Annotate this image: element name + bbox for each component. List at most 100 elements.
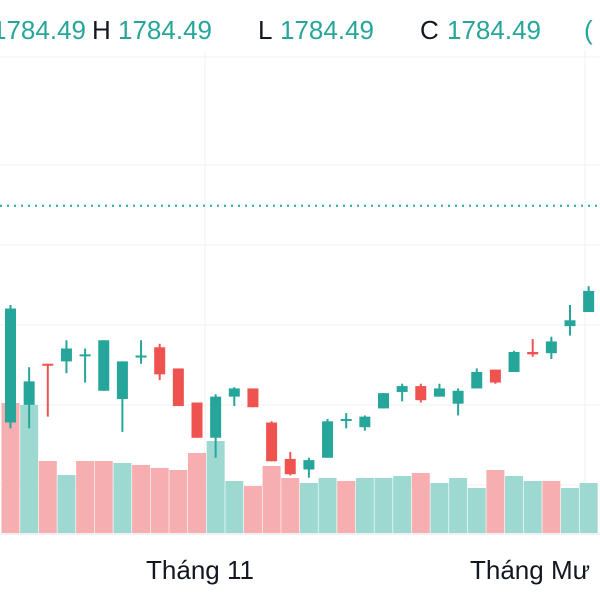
- volume-bar: [281, 478, 300, 533]
- legend-trailing-text: (: [584, 15, 593, 45]
- volume-bar: [94, 461, 113, 533]
- candle-body: [79, 354, 91, 357]
- candle[interactable]: [489, 369, 501, 384]
- legend-close-value: 1784.49: [447, 15, 541, 45]
- legend-high-value: 1784.49: [118, 15, 212, 45]
- candle-body: [396, 386, 408, 392]
- volume-bar: [132, 465, 151, 533]
- candle[interactable]: [172, 368, 184, 407]
- volume-bar: [449, 478, 468, 533]
- volume-bar: [430, 483, 449, 533]
- candle[interactable]: [79, 348, 91, 383]
- candle[interactable]: [433, 383, 445, 397]
- candle-body: [489, 369, 501, 383]
- legend-close-label: C: [420, 15, 439, 45]
- candle-body: [508, 352, 520, 372]
- volume-bar: [411, 473, 430, 533]
- volume-bar: [38, 461, 57, 533]
- volume-bar: [20, 405, 39, 533]
- candle[interactable]: [340, 413, 352, 429]
- candle-body: [415, 386, 427, 401]
- candle[interactable]: [116, 361, 128, 432]
- candle-body: [583, 290, 595, 313]
- volume-bar: [169, 470, 188, 533]
- candle-body: [266, 422, 278, 462]
- candle-body: [545, 341, 557, 354]
- volume-bar: [225, 481, 244, 533]
- grid: [0, 50, 600, 533]
- legend-high-label: H: [92, 15, 111, 45]
- candle-body: [359, 416, 371, 428]
- candle[interactable]: [210, 394, 222, 458]
- candle[interactable]: [42, 363, 54, 417]
- candle-body: [191, 402, 203, 438]
- candle[interactable]: [266, 421, 278, 462]
- legend-low-value: 1784.49: [280, 15, 374, 45]
- candle-body: [228, 388, 240, 397]
- candle[interactable]: [452, 388, 464, 416]
- candle[interactable]: [396, 383, 408, 402]
- candle-body: [527, 352, 539, 355]
- candle[interactable]: [228, 387, 240, 407]
- candle-body: [452, 390, 464, 404]
- volume-bar: [188, 453, 206, 533]
- candle[interactable]: [583, 286, 595, 313]
- candle-body: [284, 458, 296, 475]
- candle[interactable]: [303, 457, 315, 478]
- candle-body: [60, 348, 72, 362]
- volume-bar: [374, 478, 393, 533]
- volume-bar: [505, 476, 524, 533]
- candle[interactable]: [527, 339, 539, 357]
- candle-body: [42, 363, 54, 366]
- candle[interactable]: [322, 418, 334, 458]
- candle-body: [564, 320, 576, 327]
- candle[interactable]: [247, 388, 259, 408]
- volume-bar: [486, 470, 505, 533]
- candle[interactable]: [135, 340, 147, 364]
- volume-bar: [113, 463, 132, 533]
- candle[interactable]: [23, 367, 35, 429]
- candles[interactable]: [5, 286, 595, 478]
- candle-body: [172, 368, 184, 407]
- volume-bar: [76, 461, 95, 533]
- volume-bar: [393, 476, 412, 533]
- volume-bar: [561, 488, 579, 533]
- candle-body: [116, 361, 128, 399]
- volume-bar: [262, 466, 281, 533]
- candle[interactable]: [564, 305, 576, 336]
- candle-body: [471, 371, 483, 389]
- volume-bar: [206, 441, 225, 533]
- candle[interactable]: [60, 340, 72, 374]
- candle-body: [23, 381, 35, 405]
- candle[interactable]: [154, 343, 166, 381]
- volume-bar: [337, 481, 356, 533]
- candle[interactable]: [508, 350, 520, 372]
- volume-bar: [299, 483, 318, 533]
- volume-bar: [57, 475, 76, 533]
- candle-body: [433, 388, 445, 397]
- candle[interactable]: [378, 393, 389, 409]
- volume-bar: [150, 468, 169, 533]
- candle[interactable]: [359, 415, 371, 431]
- candle[interactable]: [415, 383, 427, 403]
- candle[interactable]: [191, 402, 203, 438]
- candle[interactable]: [98, 340, 110, 391]
- ohlc-legend: 1784.49 H 1784.49 L 1784.49 C 1784.49 (: [0, 10, 600, 50]
- volume-bar: [1, 403, 20, 533]
- volume-bar: [523, 481, 542, 533]
- volume-bar: [355, 478, 374, 533]
- candle[interactable]: [471, 368, 483, 389]
- candle-body: [210, 396, 222, 438]
- volume-bar: [579, 483, 598, 533]
- candle-body: [247, 388, 259, 408]
- candle[interactable]: [545, 336, 557, 360]
- x-tick-label: Tháng Mư: [470, 555, 590, 585]
- volume-bar: [318, 478, 337, 533]
- candle-body: [378, 393, 389, 409]
- candle[interactable]: [5, 305, 16, 429]
- candle-body: [154, 347, 166, 375]
- candle-body: [303, 460, 315, 470]
- candle[interactable]: [284, 451, 296, 476]
- volume-bar: [467, 488, 486, 533]
